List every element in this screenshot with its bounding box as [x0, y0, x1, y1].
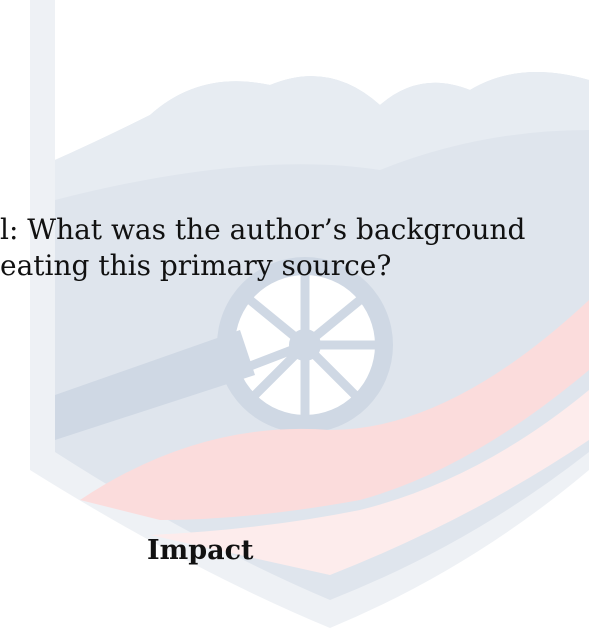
watermark-logo	[0, 0, 589, 630]
page: l: What was the author’s background eati…	[0, 0, 589, 630]
question-line: eating this primary source?	[0, 252, 391, 280]
question-line: l: What was the author’s background	[0, 216, 525, 244]
section-heading: Impact	[147, 535, 253, 566]
